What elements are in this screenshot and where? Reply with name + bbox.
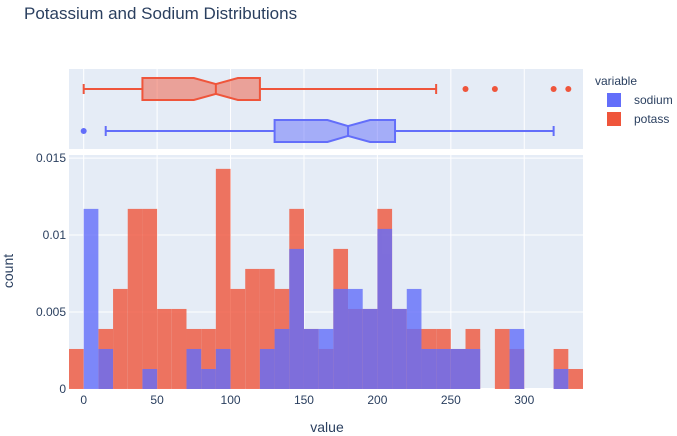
- bar-sodium[interactable]: [201, 368, 216, 389]
- chart-title: Potassium and Sodium Distributions: [24, 4, 297, 23]
- box-body-sodium: [273, 119, 397, 143]
- bar-sodium[interactable]: [436, 348, 451, 389]
- bar-sodium[interactable]: [142, 368, 158, 389]
- outlier-sodium[interactable]: [80, 128, 87, 134]
- x-tick-label: 50: [150, 393, 164, 407]
- legend-item-sodium[interactable]: sodium: [607, 93, 673, 107]
- legend: variable sodium potass: [595, 74, 673, 126]
- bar-potass[interactable]: [245, 268, 260, 389]
- box-sodium[interactable]: [80, 119, 555, 143]
- bar-sodium[interactable]: [289, 248, 304, 389]
- outlier-potass[interactable]: [491, 86, 498, 92]
- x-tick-label: 250: [441, 393, 461, 407]
- x-tick-label: 100: [221, 393, 241, 407]
- bar-sodium[interactable]: [98, 348, 114, 389]
- bar-sodium[interactable]: [421, 348, 437, 389]
- y-tick-label: 0.015: [36, 151, 66, 165]
- bar-sodium[interactable]: [333, 288, 349, 389]
- outlier-potass[interactable]: [550, 86, 557, 92]
- bar-sodium[interactable]: [406, 288, 422, 389]
- bar-sodium[interactable]: [465, 348, 481, 389]
- bar-sodium[interactable]: [318, 328, 334, 389]
- bar-potass[interactable]: [69, 348, 84, 389]
- bar-sodium[interactable]: [83, 208, 99, 389]
- y-tick-label: 0.01: [43, 228, 67, 242]
- x-axis-ticks: 0 50 100 150 200 250 300: [80, 393, 534, 407]
- bar-sodium[interactable]: [392, 308, 407, 389]
- legend-label-sodium: sodium: [634, 93, 673, 107]
- bar-sodium[interactable]: [274, 328, 290, 389]
- bar-potass[interactable]: [568, 368, 583, 389]
- bar-sodium[interactable]: [377, 228, 393, 389]
- x-tick-label: 0: [80, 393, 87, 407]
- bar-potass[interactable]: [127, 208, 143, 389]
- bar-potass[interactable]: [142, 208, 158, 389]
- outlier-potass[interactable]: [565, 86, 572, 92]
- bar-sodium[interactable]: [259, 348, 275, 389]
- bar-sodium[interactable]: [348, 288, 363, 389]
- box-body-potass: [141, 77, 261, 101]
- bar-sodium[interactable]: [303, 328, 319, 389]
- legend-item-potass[interactable]: potass: [607, 112, 669, 126]
- bar-sodium[interactable]: [450, 348, 466, 389]
- x-tick-label: 300: [514, 393, 534, 407]
- bar-sodium[interactable]: [186, 348, 202, 389]
- legend-swatch-sodium: [607, 93, 621, 107]
- y-tick-label: 0.005: [36, 305, 66, 319]
- legend-swatch-potass: [607, 112, 621, 126]
- bar-sodium[interactable]: [509, 328, 525, 389]
- bar-potass[interactable]: [215, 168, 231, 389]
- y-tick-label: 0: [59, 382, 66, 396]
- bar-sodium[interactable]: [362, 308, 378, 389]
- outlier-potass[interactable]: [462, 86, 469, 92]
- y-axis-title: count: [0, 254, 16, 288]
- bar-potass[interactable]: [113, 288, 128, 389]
- bar-sodium[interactable]: [215, 348, 231, 389]
- box-plot-panel: [69, 69, 583, 149]
- bar-potass[interactable]: [157, 308, 172, 389]
- legend-label-potass: potass: [634, 112, 669, 126]
- x-tick-label: 200: [367, 393, 387, 407]
- histogram-panel: [69, 155, 583, 390]
- x-axis-title: value: [310, 419, 344, 435]
- bar-sodium[interactable]: [553, 368, 569, 389]
- x-tick-label: 150: [294, 393, 314, 407]
- bar-potass[interactable]: [494, 328, 510, 389]
- bar-potass[interactable]: [230, 288, 246, 389]
- y-axis-ticks: 0 0.005 0.01 0.015: [36, 151, 66, 396]
- bar-potass[interactable]: [171, 308, 187, 389]
- series-sodium: [83, 208, 569, 389]
- legend-title: variable: [595, 74, 637, 88]
- box-potass[interactable]: [82, 77, 572, 101]
